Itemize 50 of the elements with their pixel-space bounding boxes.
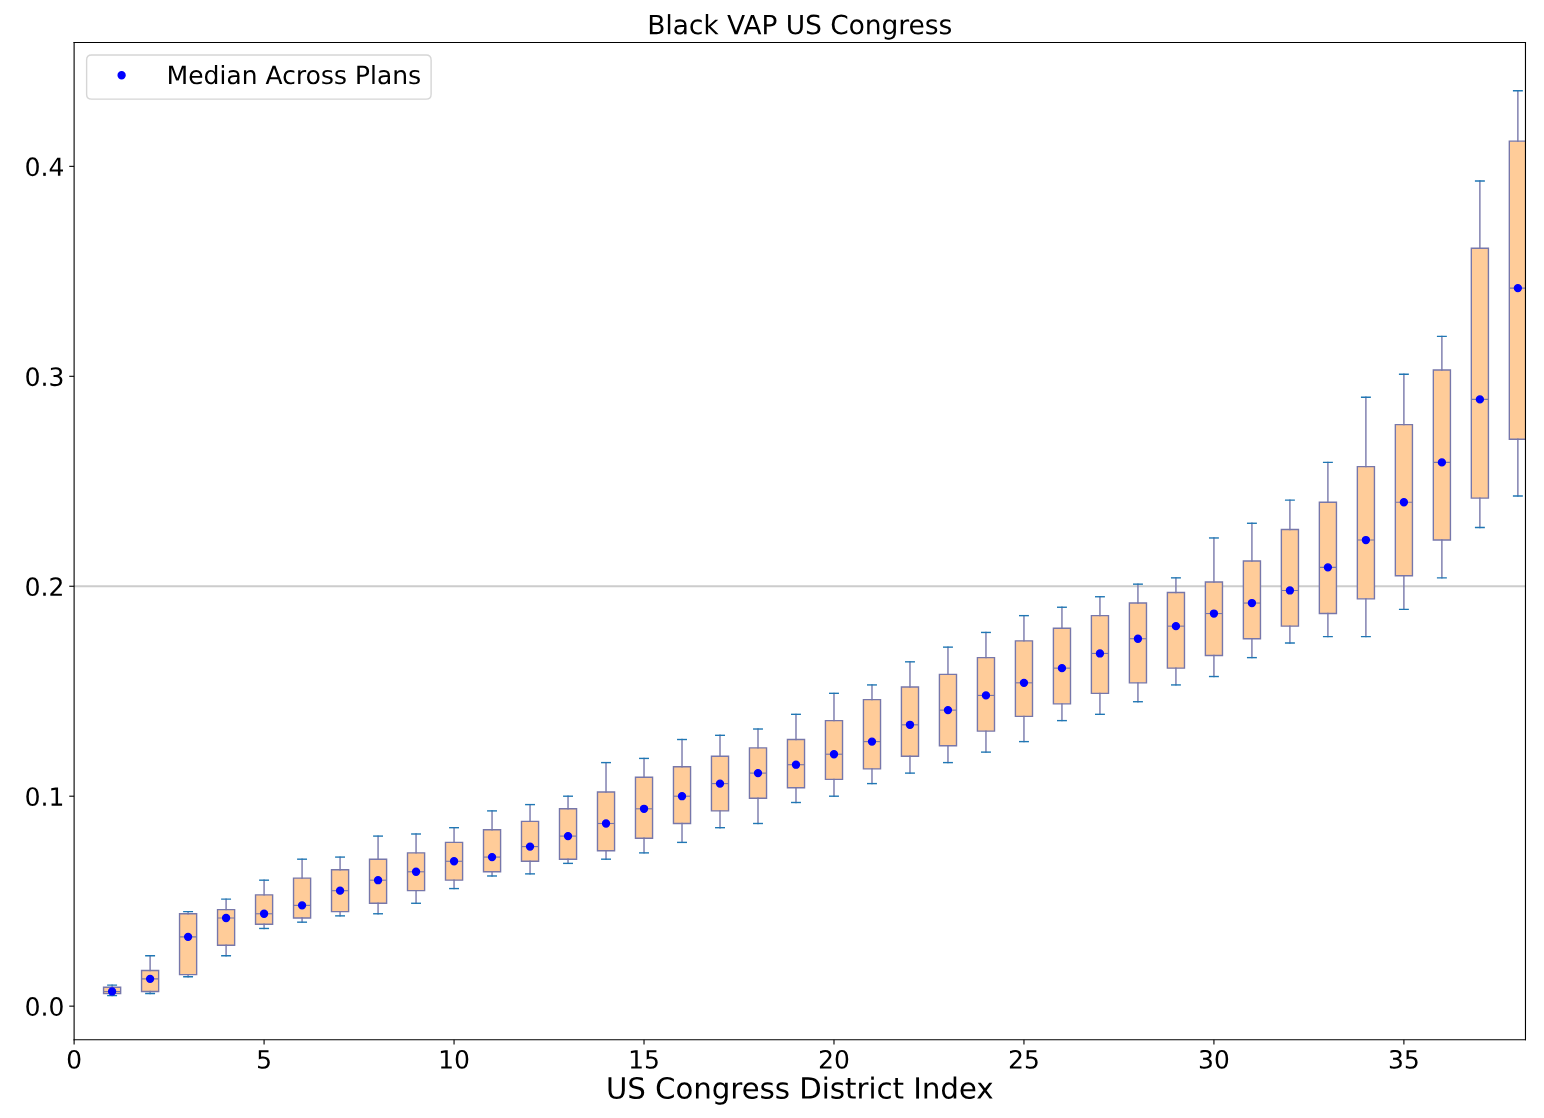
point [1399,498,1409,507]
x-tick-label: 20 [819,1049,849,1069]
point [601,819,611,828]
point [1475,395,1485,404]
x-tick-label: 30 [1199,1049,1229,1069]
x-tick-label: 25 [1009,1049,1038,1069]
point [221,913,231,923]
point [1513,283,1523,293]
point [1095,649,1105,658]
y-tick-label: 0.1 [26,787,63,807]
point [487,852,497,862]
y-tick-label: 0.0 [26,997,63,1016]
x-tick-label: 15 [630,1050,658,1069]
point [1209,609,1219,618]
point [867,737,877,746]
point [563,831,573,841]
point [335,886,345,895]
x-tick-label: 10 [440,1049,469,1069]
point [1437,458,1447,467]
point [639,804,649,813]
y-tick-label: 0.2 [26,577,62,597]
point [829,750,839,759]
legend-label: Median Across Plans [169,64,420,85]
point [525,842,535,851]
point [1285,586,1295,595]
point [183,932,193,942]
point [943,705,953,715]
point [1171,621,1181,631]
point [1133,634,1143,643]
y-tick-label: 0.3 [26,367,63,387]
point [677,792,687,801]
x-tick-label: 35 [1389,1049,1418,1069]
point [107,987,117,996]
point [715,779,725,788]
point [753,768,763,778]
point [791,760,801,769]
point [297,901,307,910]
point [981,691,991,700]
x-axis-title: US Congress District Index [608,1076,993,1105]
point [1323,563,1333,572]
chart-title: Black VAP US Congress [649,14,951,40]
point [1019,678,1029,687]
point [1247,598,1257,608]
x-tick-label: 5 [258,1050,270,1069]
point [905,720,915,729]
point [1057,663,1067,673]
point [373,876,383,885]
y-tick-label: 0.4 [26,157,63,177]
x-tick-label: 0 [67,1049,81,1069]
point [1361,535,1371,545]
